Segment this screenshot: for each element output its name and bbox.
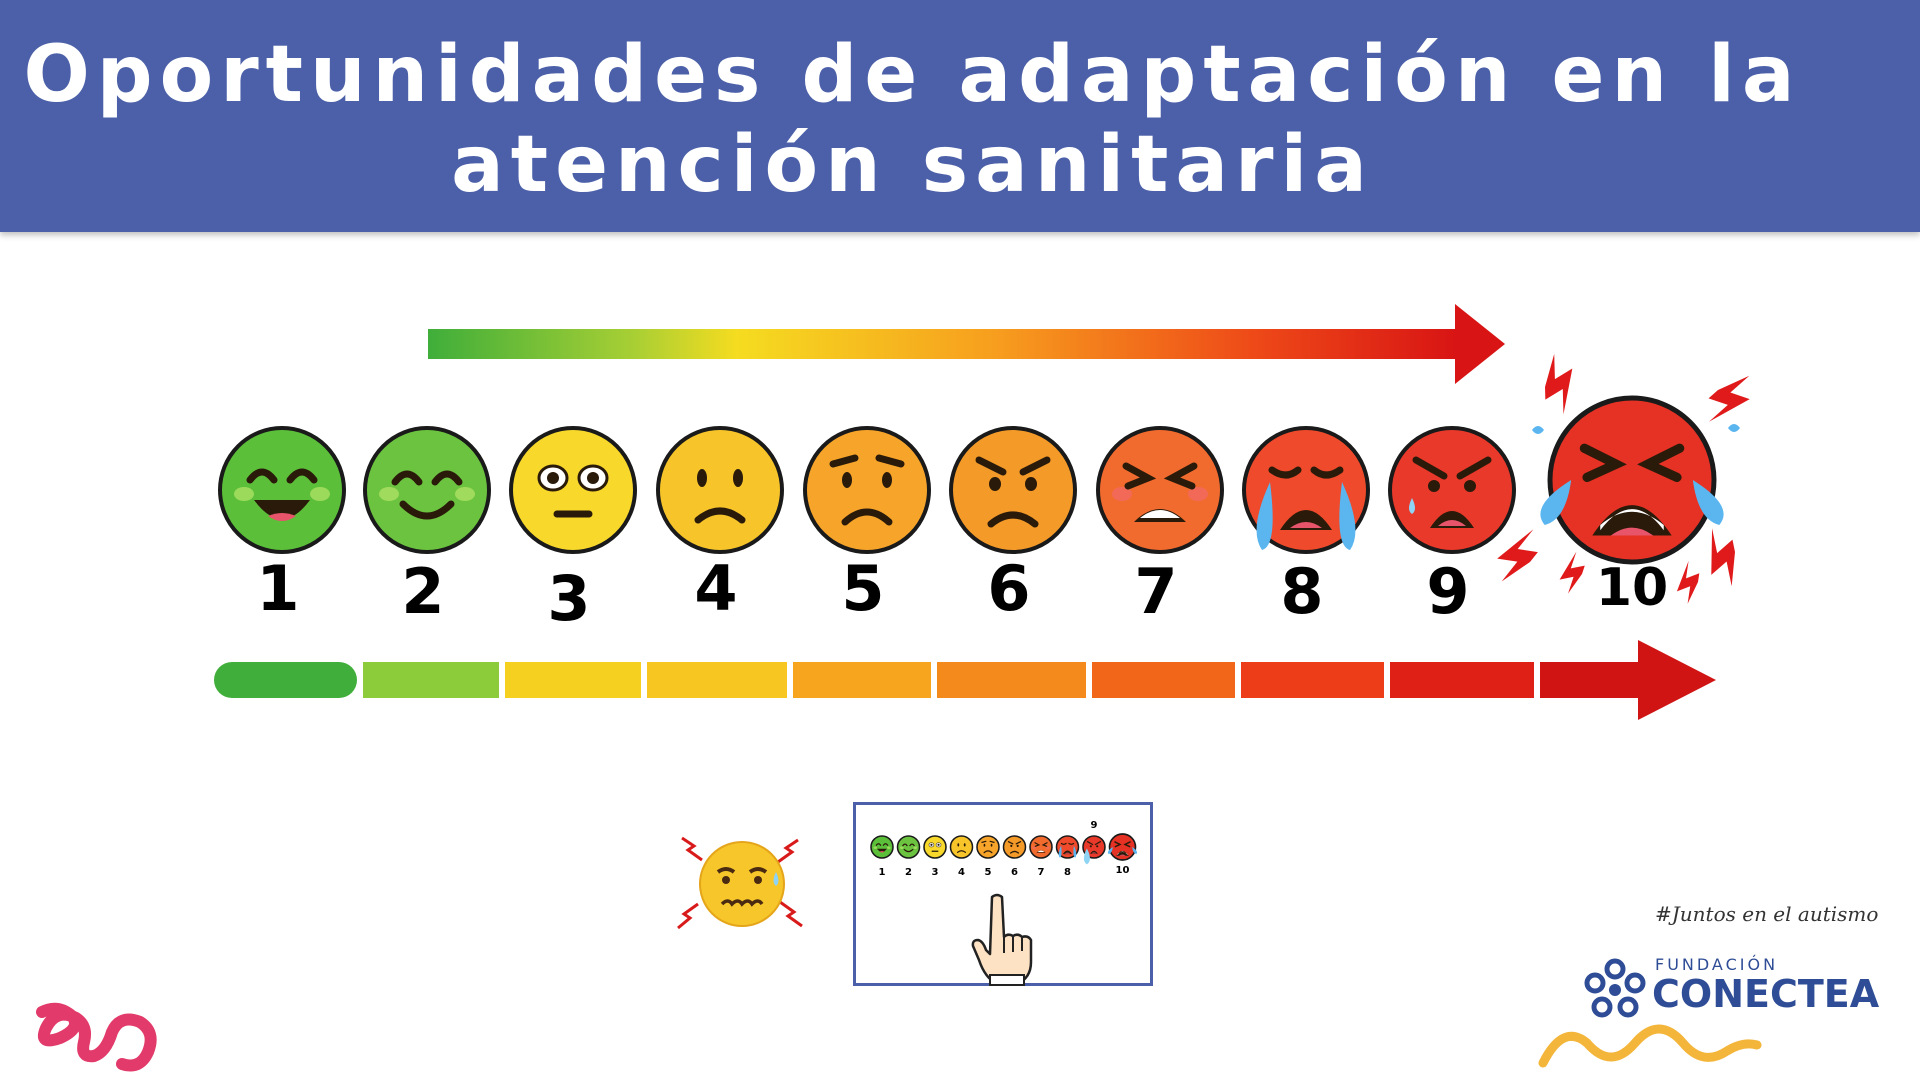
scale-number-row: 1 2 3 4 5 6 7 8 9 10 <box>256 552 1668 635</box>
foundation-label: FUNDACIÓN <box>1655 955 1779 974</box>
scale-number-7: 7 <box>1134 555 1177 628</box>
scale-number-3: 3 <box>547 562 590 635</box>
mini-number-4: 4 <box>958 867 965 878</box>
scale-number-6: 6 <box>987 552 1030 625</box>
mini-pain-scale: 1 2 3 4 5 6 7 8 9 10 <box>870 820 1138 878</box>
bar-segment-9 <box>1390 662 1534 698</box>
bar-segment-5 <box>793 662 931 698</box>
bar-segment-8 <box>1241 662 1384 698</box>
face-level-1 <box>218 426 346 554</box>
mini-face-9 <box>1082 835 1106 865</box>
bar-segment-6 <box>937 662 1086 698</box>
page-title-line-1: Oportunidades de adaptación en la <box>23 30 1802 120</box>
scale-number-5: 5 <box>841 552 884 625</box>
face-level-4 <box>656 426 784 554</box>
scale-number-9: 9 <box>1426 555 1469 628</box>
mini-face-4 <box>949 835 974 859</box>
mini-face-7 <box>1029 835 1053 859</box>
mini-number-9: 9 <box>1091 820 1098 831</box>
bar-segment-3 <box>505 662 641 698</box>
scale-number-4: 4 <box>694 552 737 625</box>
bottom-segmented-bar <box>214 640 1716 720</box>
mini-face-2 <box>896 835 921 859</box>
mini-face-5 <box>976 835 1000 859</box>
emoji-face-row <box>218 353 1750 604</box>
mini-number-2: 2 <box>905 867 912 878</box>
bar-segment-4 <box>647 662 787 698</box>
mini-number-8: 8 <box>1064 867 1071 878</box>
pointing-hand-icon <box>971 893 1033 986</box>
conectea-flower-icon <box>1584 958 1646 1018</box>
scale-number-1: 1 <box>256 552 299 625</box>
mini-face-10 <box>1107 833 1138 861</box>
bar-segment-2 <box>363 662 499 698</box>
mini-number-1: 1 <box>879 867 886 878</box>
page-title-line-2: atención sanitaria <box>451 120 1374 210</box>
bar-segment-1 <box>214 662 357 698</box>
face-level-9 <box>1388 426 1516 554</box>
mini-scale-card: 1 2 3 4 5 6 7 8 9 10 <box>853 802 1153 986</box>
mini-face-1 <box>870 835 894 859</box>
top-gradient-arrow <box>428 304 1505 384</box>
face-level-2 <box>363 426 491 554</box>
face-level-7 <box>1096 426 1224 554</box>
mini-face-3 <box>923 835 947 859</box>
face-level-8 <box>1242 426 1370 554</box>
face-level-10 <box>1497 353 1750 604</box>
conectea-wave <box>1538 1024 1762 1068</box>
mini-number-5: 5 <box>985 867 992 878</box>
scale-number-10: 10 <box>1596 558 1668 618</box>
title-banner: Oportunidades de adaptación en la atenci… <box>0 0 1920 232</box>
scale-number-2: 2 <box>401 555 444 628</box>
foundation-name: CONECTEA <box>1652 972 1880 1016</box>
bar-segment-7 <box>1092 662 1235 698</box>
anxious-face-icon <box>677 836 803 930</box>
face-level-3 <box>509 426 637 554</box>
hashtag-signature: #Juntos en el autismo <box>1655 902 1879 926</box>
pain-scale-graphic: 1 2 3 4 5 6 7 8 9 10 <box>214 304 1750 720</box>
mini-number-3: 3 <box>932 867 939 878</box>
mini-face-6 <box>1002 835 1027 859</box>
face-level-6 <box>949 426 1077 554</box>
eo-logo <box>36 1002 157 1072</box>
mini-number-7: 7 <box>1038 867 1045 878</box>
bar-segment-10 <box>1540 640 1716 720</box>
mini-number-10: 10 <box>1116 865 1130 876</box>
scale-number-8: 8 <box>1280 555 1323 628</box>
face-level-5 <box>803 426 931 554</box>
mini-number-6: 6 <box>1011 867 1018 878</box>
mini-face-8 <box>1055 835 1080 859</box>
